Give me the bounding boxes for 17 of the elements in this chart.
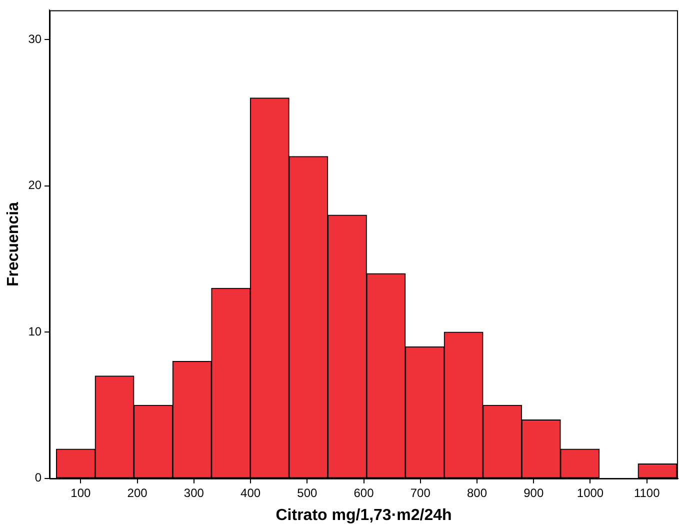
x-tick-label: 900 xyxy=(524,486,544,500)
x-tick-label: 500 xyxy=(297,486,318,500)
y-tick-label: 0 xyxy=(34,470,42,485)
y-tick-label: 30 xyxy=(28,32,42,46)
x-tick-label: 1100 xyxy=(634,486,660,500)
x-tick-label: 100 xyxy=(70,486,92,500)
x-tick-label: 800 xyxy=(466,486,488,500)
y-tick-label: 20 xyxy=(28,178,42,192)
x-tick-label: 600 xyxy=(354,486,374,500)
x-axis-title: Citrato mg/1,73·m2/24h xyxy=(276,506,452,524)
x-tick-label: 700 xyxy=(410,486,431,500)
x-tick-label: 200 xyxy=(127,486,148,500)
x-tick-label: 1000 xyxy=(576,486,604,500)
x-tick-label: 300 xyxy=(184,486,204,500)
y-axis-title: Frecuencia xyxy=(5,202,22,287)
x-tick-label: 400 xyxy=(240,486,261,500)
y-tick-label: 10 xyxy=(28,324,42,338)
